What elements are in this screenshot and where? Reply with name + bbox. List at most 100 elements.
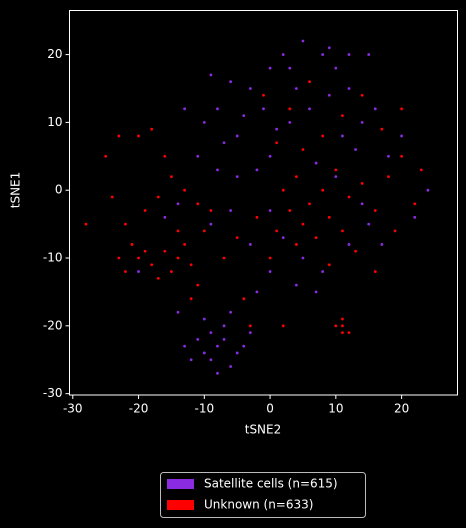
point [235, 351, 239, 355]
point [321, 270, 325, 273]
point [380, 127, 384, 131]
point [341, 229, 344, 233]
point [196, 283, 200, 287]
point [301, 256, 305, 260]
point [275, 229, 279, 233]
point [248, 324, 252, 328]
point [123, 222, 127, 226]
point [288, 66, 292, 70]
y-tick-label: 20 [47, 47, 62, 61]
point [341, 324, 344, 328]
plot-area [84, 39, 430, 375]
point [373, 209, 377, 212]
point [229, 365, 233, 368]
legend-swatch [167, 500, 194, 510]
x-tick-label: 0 [266, 402, 274, 416]
point [196, 202, 200, 206]
point [216, 168, 219, 172]
point [183, 243, 186, 246]
point [321, 53, 325, 56]
point [327, 263, 331, 267]
point [235, 134, 239, 138]
point [413, 202, 417, 206]
point [308, 80, 311, 84]
point [202, 351, 206, 355]
point [117, 134, 121, 138]
legend-label: Unknown (n=633) [204, 498, 313, 512]
point [189, 263, 193, 267]
point [387, 154, 390, 158]
point [347, 195, 351, 199]
point [176, 256, 180, 260]
point [281, 324, 285, 328]
point [156, 276, 160, 280]
point [268, 256, 272, 260]
point [84, 222, 88, 226]
point [170, 175, 173, 179]
point [354, 148, 357, 151]
point [202, 229, 206, 233]
point [248, 87, 252, 90]
point [288, 120, 292, 124]
point [248, 243, 252, 246]
point [360, 93, 364, 97]
point [275, 127, 279, 131]
y-axis-label: tSNE1 [9, 172, 23, 209]
point [341, 114, 344, 118]
point [294, 243, 298, 246]
legend: Satellite cells (n=615) Unknown (n=633) [160, 472, 366, 518]
y-tick-label: 10 [47, 115, 62, 129]
point [150, 127, 154, 131]
point [242, 297, 246, 301]
point [255, 168, 259, 172]
point [262, 107, 265, 111]
legend-swatch [167, 479, 194, 489]
point [235, 236, 239, 240]
point [143, 249, 147, 253]
point [110, 195, 114, 199]
point [321, 134, 325, 138]
point [327, 93, 331, 97]
point [268, 66, 272, 70]
point [216, 107, 219, 111]
x-axis-label: tSNE2 [245, 423, 282, 437]
point [196, 337, 200, 341]
point [183, 188, 186, 192]
point [229, 310, 233, 314]
point [222, 256, 226, 260]
point [268, 270, 272, 273]
point [367, 53, 371, 56]
point [393, 229, 397, 233]
point [216, 344, 219, 348]
axes-frame [69, 10, 458, 396]
point [189, 297, 193, 301]
point [367, 222, 371, 226]
point [314, 161, 318, 165]
point [156, 195, 160, 199]
point [294, 87, 298, 90]
point [347, 243, 351, 246]
point [229, 80, 233, 84]
point [334, 168, 338, 172]
point [294, 283, 298, 287]
point [334, 175, 338, 179]
x-tick-label: 20 [394, 402, 409, 416]
point [268, 209, 272, 212]
point [209, 331, 213, 335]
x-tick-label: -10 [195, 402, 215, 416]
point [400, 134, 404, 138]
y-tick-label: -20 [43, 318, 63, 332]
point [222, 141, 226, 145]
point [242, 344, 246, 348]
point [209, 358, 213, 362]
legend-label: Satellite cells (n=615) [204, 477, 338, 491]
point [123, 270, 127, 273]
point [137, 256, 140, 260]
point [347, 87, 351, 90]
point [380, 243, 384, 246]
point [170, 270, 173, 273]
point [294, 175, 298, 179]
point [176, 229, 180, 233]
point [341, 134, 344, 138]
